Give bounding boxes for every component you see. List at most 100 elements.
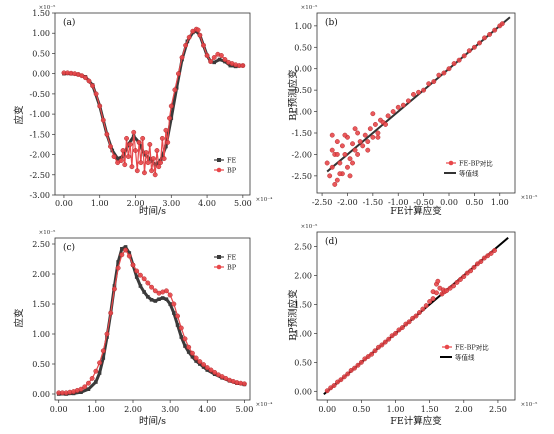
x-multiplier: ×10⁻⁵: [521, 194, 538, 201]
x-tick-label: 2.00: [127, 199, 145, 208]
y-multiplier: ×10⁻⁵: [39, 229, 56, 236]
data-point: [111, 286, 117, 292]
legend-label: 等值线: [459, 169, 479, 178]
panel-b: -2.50 -2.00 -1.50 -1.00 -0.50 0.00 0.50 1.00 -2.…: [287, 4, 537, 217]
data-point: [124, 135, 130, 141]
data-point: [179, 55, 185, 60]
data-point: [147, 141, 153, 147]
data-point: [240, 63, 246, 69]
data-point: [153, 299, 158, 303]
data-point: [360, 143, 366, 149]
data-point: [329, 132, 335, 138]
panel-c: 0.00 1.00 2.00 3.00 4.00 5.00 0.00 0.50 1.00 1.50…: [13, 229, 273, 427]
y-tick-label: 0.00: [32, 70, 50, 79]
data-point: [157, 297, 161, 301]
y-axis-label: 应变: [13, 105, 25, 125]
data-point: [172, 87, 178, 93]
x-tick-label: 2.00: [124, 405, 142, 414]
data-point: [327, 173, 333, 179]
data-point: [156, 164, 162, 170]
data-point: [447, 285, 453, 291]
legend-label: FE-BP对比: [455, 343, 489, 352]
data-point: [406, 319, 412, 325]
y-tick-label: 0.50: [32, 49, 50, 58]
data-point: [123, 247, 129, 253]
data-point: [183, 344, 187, 348]
data-point: [100, 348, 106, 354]
data-point: [385, 113, 391, 119]
y-tick-label: 1.00: [32, 330, 50, 339]
legend-marker: [216, 264, 222, 270]
data-point: [159, 135, 165, 141]
data-point: [355, 130, 361, 136]
data-point: [168, 302, 172, 306]
panel-d: 0.00 0.50 1.00 1.50 2.00 2.50 0.00 0.50 1.00 1.50…: [287, 223, 537, 427]
data-point: [204, 53, 210, 58]
legend-label: 等值线: [455, 353, 475, 362]
data-point: [492, 27, 498, 33]
data-point: [163, 288, 169, 294]
data-point: [82, 75, 88, 81]
y-tick-label: -1.00: [29, 110, 50, 119]
data-point: [342, 132, 348, 138]
series-BP: [56, 247, 247, 396]
x-tick-label: 2.00: [455, 405, 473, 414]
data-point: [167, 115, 172, 121]
data-point: [395, 104, 401, 110]
data-point: [111, 154, 117, 160]
legend: FE BP: [214, 254, 237, 272]
data-point: [461, 274, 467, 280]
data-point: [334, 151, 340, 157]
data-point: [365, 147, 371, 153]
data-point: [435, 278, 441, 284]
data-point: [426, 81, 432, 87]
data-point: [217, 57, 222, 62]
y-tick-label: -2.00: [29, 151, 50, 160]
data-point: [86, 78, 92, 84]
data-point: [183, 42, 189, 48]
data-point: [160, 296, 165, 300]
data-point: [129, 164, 135, 170]
data-point: [399, 325, 405, 331]
data-point: [334, 139, 340, 145]
data-point: [427, 299, 433, 304]
data-point: [379, 342, 385, 348]
x-tick-label: 3.00: [161, 405, 179, 414]
y-multiplier: ×10⁻⁵: [301, 4, 318, 11]
data-point: [403, 321, 409, 327]
data-point: [382, 339, 388, 345]
data-point: [416, 89, 421, 95]
data-point: [79, 390, 83, 394]
data-point: [189, 350, 195, 356]
data-point: [104, 131, 110, 137]
data-point: [97, 360, 103, 366]
data-point: [386, 336, 392, 342]
data-point: [122, 162, 128, 168]
x-tick-label: 0.00: [55, 199, 73, 208]
data-point: [174, 86, 179, 90]
data-point: [342, 151, 348, 157]
data-point: [370, 134, 376, 140]
data-point: [444, 288, 450, 293]
legend-marker: [217, 158, 221, 162]
x-tick-label: 1.50: [421, 405, 439, 414]
panel-label: (a): [63, 17, 75, 28]
plot-frame: [316, 12, 516, 194]
panel-label: (d): [325, 236, 338, 247]
data-point: [201, 362, 207, 368]
data-point: [375, 344, 381, 350]
x-multiplier: ×10⁻⁴: [256, 196, 274, 203]
data-point: [436, 72, 442, 78]
data-point: [171, 301, 177, 307]
data-point: [195, 27, 201, 33]
series-BP: [61, 26, 246, 178]
data-point: [383, 121, 388, 127]
data-point: [337, 160, 343, 166]
data-point: [441, 70, 447, 76]
data-point: [94, 380, 98, 384]
data-point: [190, 355, 195, 359]
y-tick-label: 2.50: [294, 242, 312, 251]
data-point: [193, 355, 199, 361]
data-point: [228, 63, 233, 68]
data-point: [430, 296, 436, 302]
